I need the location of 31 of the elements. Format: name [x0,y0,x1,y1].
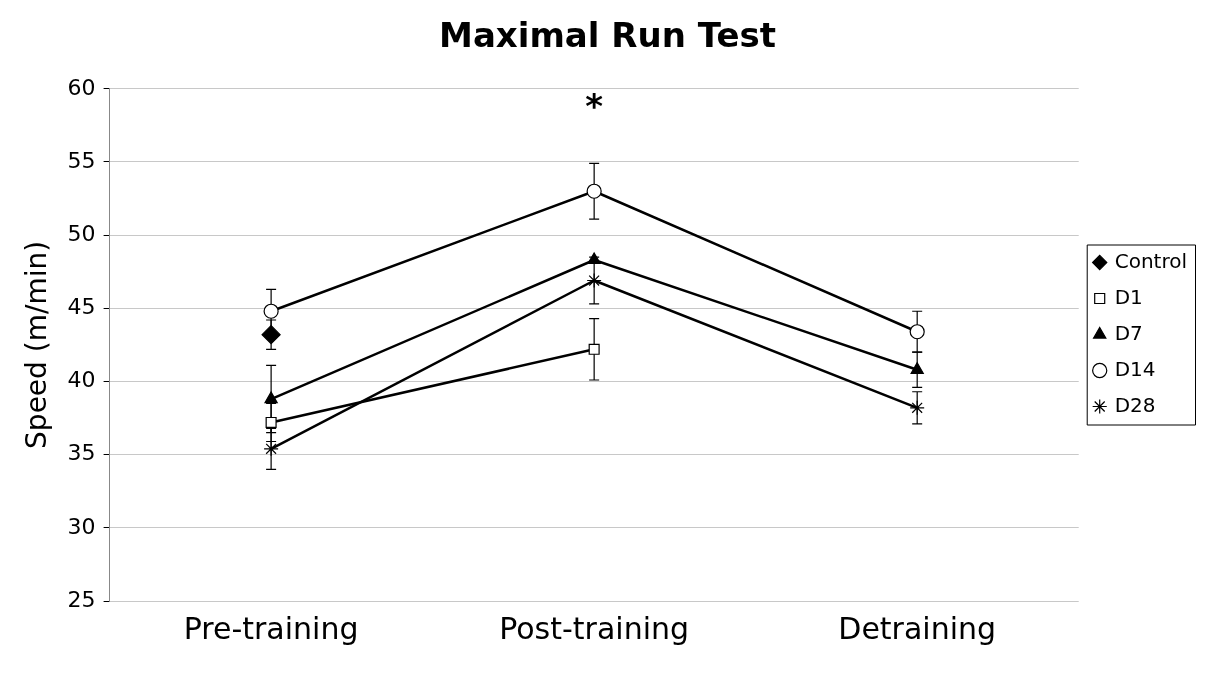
x-tick-label: Pre-training [183,610,359,646]
point [587,252,601,265]
y-axis-title: Speed (m/min) [20,240,54,449]
x-tick-label: Detraining [838,610,997,646]
y-tick-label: 50 [67,220,96,246]
point [264,391,278,404]
y-tick-label: 30 [67,513,96,539]
point [261,325,281,345]
annotation: * [585,85,604,126]
x-tick-label: Post-training [499,610,690,646]
legend-label: D7 [1114,320,1143,345]
y-tick-label: 25 [67,586,96,612]
point [909,400,925,416]
point [909,324,925,340]
point [263,441,279,457]
point [586,272,602,289]
y-tick-label: 60 [67,74,96,100]
legend-label: D28 [1114,392,1156,417]
point [586,183,602,199]
point [263,303,279,319]
chart-title: Maximal Run Test [439,15,776,56]
legend-label: Control [1114,248,1187,273]
y-tick-label: 40 [67,367,96,393]
point [910,362,924,374]
y-tick-label: 45 [67,294,96,320]
point [588,343,600,355]
y-tick-label: 35 [67,440,96,466]
legend-label: D1 [1114,284,1143,309]
legend-label: D14 [1114,356,1156,381]
point [265,416,277,429]
y-tick-label: 55 [67,147,96,173]
